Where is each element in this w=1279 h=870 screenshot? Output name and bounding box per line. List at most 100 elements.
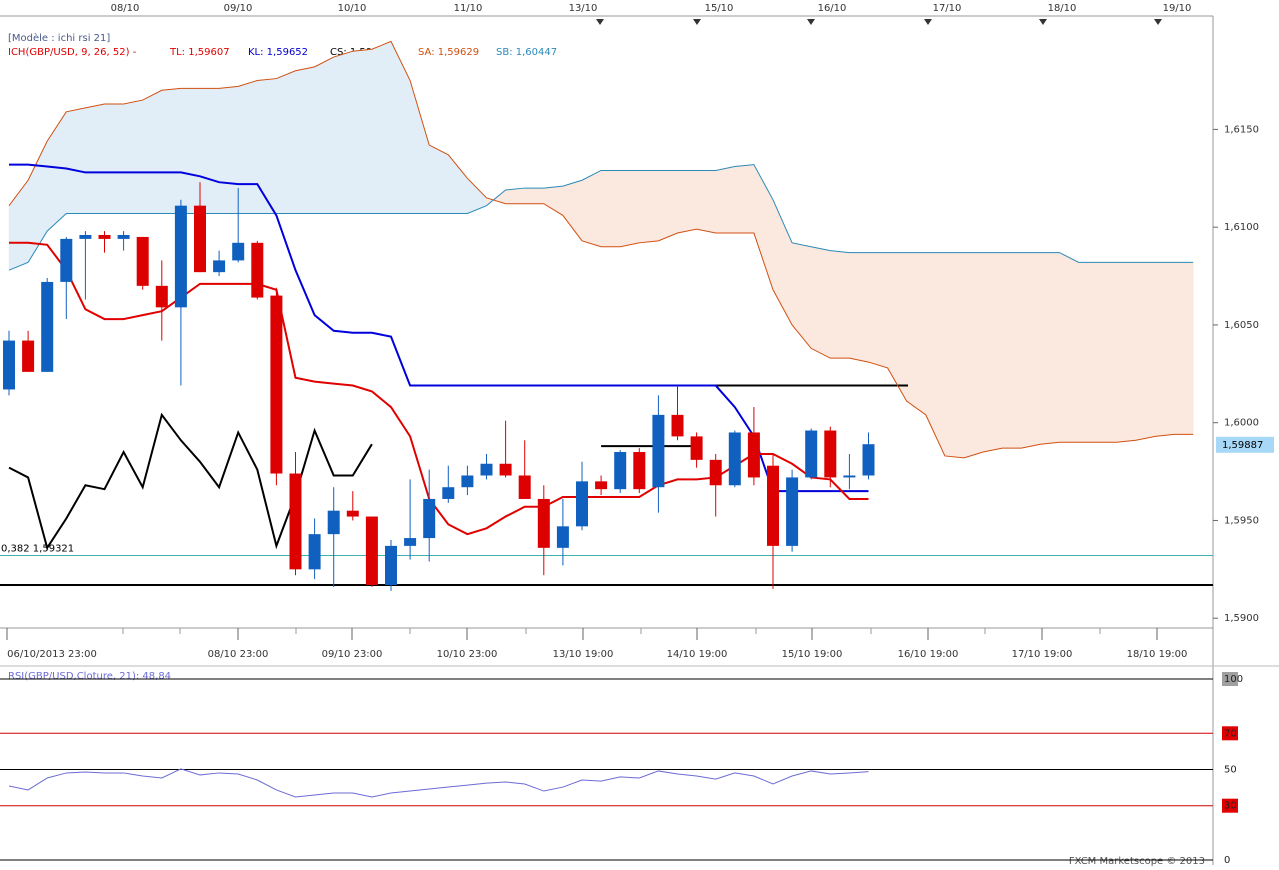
date-label: 15/10: [705, 3, 734, 14]
cloud-fill: [715, 166, 736, 234]
cloud-fill: [1021, 252, 1041, 449]
cloud-fill: [849, 252, 869, 363]
candle-body: [404, 538, 417, 546]
cloud-fill: [1040, 252, 1060, 445]
cloud-fill: [868, 252, 888, 369]
cloud-fill: [696, 170, 716, 234]
cloud-fill: [352, 48, 373, 214]
candle-body: [786, 477, 799, 546]
time-label: 16/10 19:00: [898, 649, 959, 660]
cloud-fill: [639, 170, 659, 244]
candle-body: [385, 545, 397, 585]
candle-body: [480, 463, 493, 476]
y-tick-label: 1,5950: [1224, 515, 1259, 526]
candle-body: [767, 465, 779, 546]
candle-body: [824, 430, 837, 478]
cloud-fill: [600, 170, 621, 247]
indicator-item: TL: 1,59607: [169, 47, 230, 58]
candle-body: [308, 534, 321, 570]
cloud-fill: [1154, 262, 1175, 437]
marker-triangle: [924, 19, 932, 25]
cloud-fill: [85, 103, 105, 214]
date-label: 11/10: [454, 3, 483, 14]
date-label: 09/10: [224, 3, 253, 14]
last-price-label: 1,59887: [1222, 440, 1263, 451]
cloud-fill: [830, 250, 850, 359]
candle-body: [595, 481, 608, 490]
cloud-fill: [371, 41, 392, 214]
candle-body: [671, 414, 684, 437]
candle-body: [98, 234, 111, 239]
cloud-fill: [199, 88, 220, 214]
y-tick-label: 1,6100: [1224, 222, 1259, 233]
y-tick-label: 1,6150: [1224, 124, 1259, 135]
candle-body: [862, 444, 875, 476]
cloud-fill: [1078, 262, 1098, 443]
date-label: 10/10: [338, 3, 367, 14]
horizontal-line-label: 0,382 1,59321: [1, 543, 74, 554]
date-label: 19/10: [1163, 3, 1192, 14]
candle-body: [3, 340, 15, 390]
rsi-tick-label: 100: [1224, 674, 1243, 685]
cloud-fill: [658, 170, 678, 242]
cloud-fill: [314, 56, 334, 214]
candle-body: [518, 475, 531, 499]
candle-body: [537, 498, 550, 548]
candle-body: [194, 205, 206, 273]
rsi-tick-label: 0: [1224, 855, 1230, 866]
cloud-fill: [505, 187, 525, 204]
senkou-b-line: [8, 164, 1194, 271]
date-label: 17/10: [933, 3, 962, 14]
cloud-fill: [1001, 252, 1022, 449]
candle-body: [461, 475, 474, 488]
marker-triangle: [693, 19, 701, 25]
indicator-item: KL: 1,59652: [248, 47, 308, 58]
candle-body: [327, 510, 340, 535]
candle-body: [728, 432, 741, 486]
marker-triangle: [1154, 19, 1162, 25]
candle-body: [270, 295, 283, 474]
rsi-line: [8, 768, 869, 798]
cloud-fill: [906, 252, 927, 416]
rsi-tick-box: [1222, 798, 1238, 813]
cloud-fill: [257, 78, 277, 214]
candle-body: [174, 205, 187, 308]
cloud-fill: [142, 89, 163, 214]
marker-triangle: [1039, 19, 1047, 25]
candle-body: [289, 473, 302, 570]
cloud-fill: [677, 170, 697, 234]
cloud-fill: [1135, 262, 1156, 441]
candle-body: [346, 510, 359, 517]
marker-triangle: [596, 19, 604, 25]
time-label: 13/10 19:00: [553, 649, 614, 660]
time-label: 09/10 23:00: [322, 649, 383, 660]
chikou-line: [8, 412, 373, 551]
date-label: 18/10: [1048, 3, 1077, 14]
cloud-fill: [276, 70, 296, 214]
cloud-fill: [123, 99, 143, 214]
time-label: 14/10 19:00: [667, 649, 728, 660]
candle-body: [117, 234, 130, 239]
candle-body: [423, 498, 436, 539]
candle-body: [576, 481, 588, 527]
cloud-fill: [295, 66, 315, 214]
date-label: 13/10: [569, 3, 598, 14]
rsi-title: RSI(GBP/USD,Cloture, 21): 48,84: [8, 671, 171, 682]
footer: FXCM Marketscope © 2013: [1069, 856, 1205, 867]
candle-body: [633, 452, 646, 490]
cloud-fill: [66, 107, 86, 214]
cloud-fill: [1116, 262, 1137, 443]
candle-body: [442, 487, 455, 499]
kijun-line: [9, 163, 869, 493]
candle-body: [805, 430, 818, 478]
tenkan-line: [9, 241, 869, 536]
candle-body: [22, 340, 35, 372]
time-label: 15/10 19:00: [782, 649, 843, 660]
indicator-item: SB: 1,60447: [496, 47, 557, 58]
cloud-fill: [1059, 252, 1079, 443]
candle-body: [213, 260, 226, 273]
candle-body: [652, 414, 665, 488]
date-label: 08/10: [111, 3, 140, 14]
time-label: 17/10 19:00: [1012, 649, 1073, 660]
